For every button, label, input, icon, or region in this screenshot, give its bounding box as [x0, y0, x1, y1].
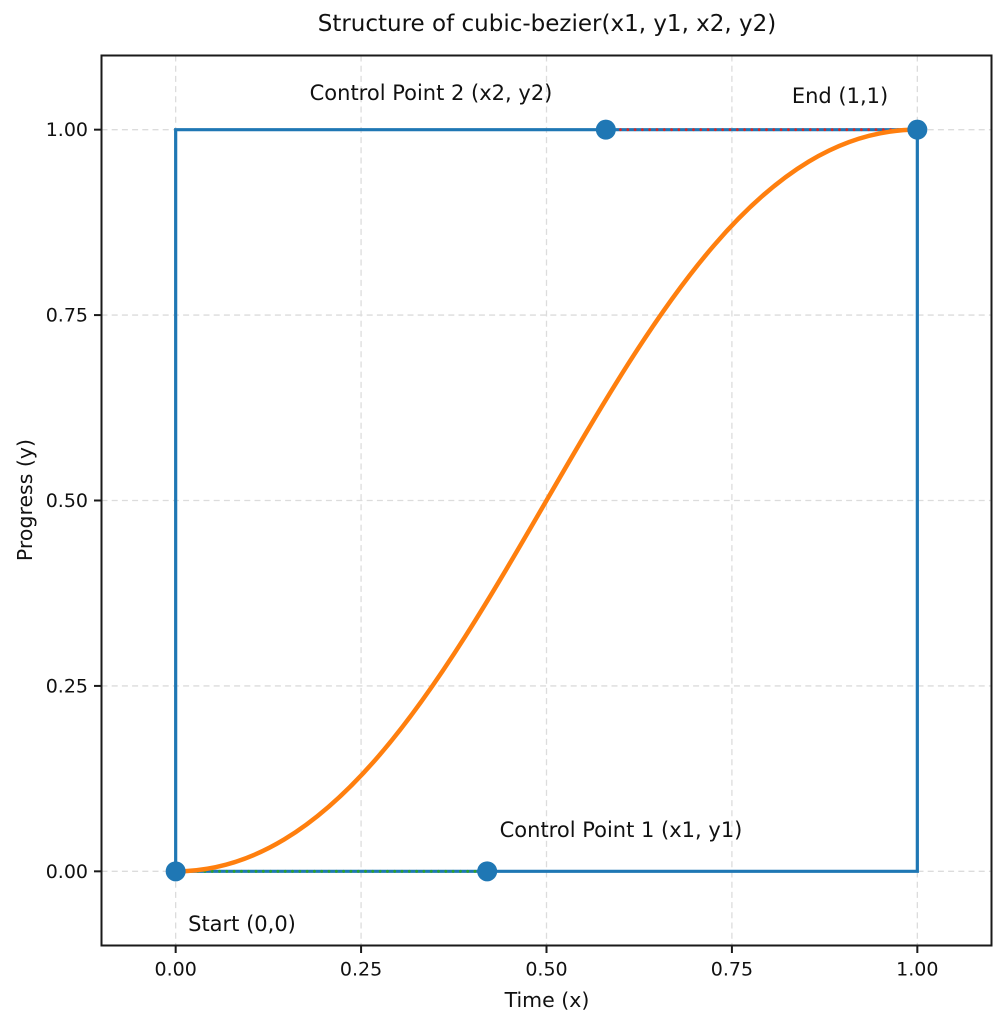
bezier-curve	[173, 127, 920, 874]
point-marker	[595, 119, 616, 140]
x-tick-label: 0.00	[155, 959, 197, 981]
annotation-control-point-2: Control Point 2 (x2, y2)	[309, 81, 553, 105]
y-tick-label: 0.75	[46, 305, 88, 327]
point-marker	[477, 861, 498, 882]
y-tick-label: 0.50	[46, 490, 88, 512]
x-tick-label: 0.50	[525, 959, 567, 981]
point-marker	[907, 119, 928, 140]
x-tick-label: 0.75	[711, 959, 753, 981]
annotation-end: End (1,1)	[791, 84, 889, 108]
x-axis-label: Time (x)	[504, 988, 590, 1012]
x-tick-label: 1.00	[896, 959, 938, 981]
y-tick-label: 0.25	[46, 675, 88, 697]
y-axis-label: Progress (y)	[13, 438, 37, 562]
point-marker	[165, 861, 186, 882]
y-tick-label: 0.00	[46, 861, 88, 883]
annotation-start: Start (0,0)	[188, 912, 296, 936]
y-tick-label: 1.00	[46, 119, 88, 141]
chart-title: Structure of cubic-bezier(x1, y1, x2, y2…	[317, 11, 777, 37]
x-tick-label: 0.25	[340, 959, 382, 981]
annotation-control-point-1: Control Point 1 (x1, y1)	[499, 818, 743, 842]
